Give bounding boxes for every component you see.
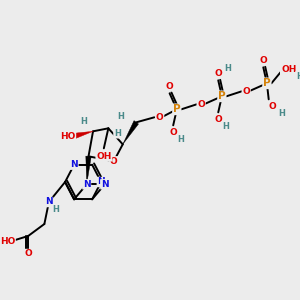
Text: N: N (45, 197, 53, 206)
Text: H: H (222, 122, 229, 131)
Text: N: N (101, 180, 109, 189)
Text: O: O (110, 157, 118, 166)
Text: HO: HO (60, 132, 76, 141)
Text: OH: OH (96, 152, 112, 161)
Polygon shape (86, 156, 91, 184)
Text: HO: HO (0, 236, 15, 245)
Text: O: O (197, 100, 205, 109)
Text: P: P (263, 78, 271, 88)
Text: H: H (81, 117, 88, 126)
Text: OH: OH (282, 65, 297, 74)
Polygon shape (123, 121, 139, 144)
Text: N: N (83, 180, 91, 189)
Text: H: H (224, 64, 231, 73)
Text: O: O (166, 82, 173, 91)
Text: H: H (177, 135, 184, 144)
Text: H: H (296, 72, 300, 81)
Text: O: O (268, 102, 276, 111)
Text: O: O (260, 56, 267, 65)
Text: H: H (52, 206, 59, 214)
Text: H: H (278, 109, 285, 118)
Text: P: P (173, 104, 181, 114)
Text: N: N (97, 178, 105, 187)
Polygon shape (73, 131, 93, 139)
Text: H: H (118, 112, 124, 121)
Text: P: P (218, 91, 226, 101)
Text: H: H (114, 129, 121, 138)
Text: O: O (24, 250, 32, 259)
Text: N: N (70, 160, 78, 169)
Text: O: O (214, 115, 222, 124)
Text: O: O (169, 128, 177, 137)
Text: O: O (214, 69, 222, 78)
Text: O: O (156, 113, 164, 122)
Text: O: O (242, 87, 250, 96)
